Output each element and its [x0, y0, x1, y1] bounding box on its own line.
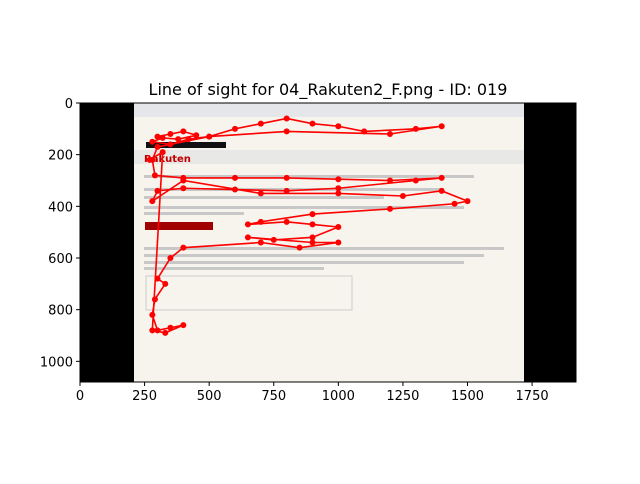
fixation: [335, 224, 342, 230]
fixation: [180, 244, 187, 251]
fixation: [283, 218, 290, 225]
y-tick-label: 1000: [40, 355, 73, 370]
x-tick-label: 750: [261, 389, 286, 404]
x-tick-label: 1250: [386, 389, 419, 404]
fixation: [167, 324, 174, 331]
fixation: [412, 125, 419, 132]
fixation: [257, 120, 264, 127]
y-tick-label: 800: [48, 304, 73, 319]
fixation: [175, 136, 182, 143]
fixation: [244, 234, 251, 241]
fixation: [257, 239, 264, 246]
info-box: [145, 275, 353, 311]
fixation: [412, 177, 419, 184]
fixation: [387, 177, 393, 184]
fixation: [154, 133, 161, 140]
fixation: [232, 186, 238, 193]
fixation: [159, 149, 166, 156]
fixation: [283, 115, 290, 122]
fixation: [335, 176, 342, 183]
fixation: [232, 125, 238, 132]
fixation: [335, 123, 342, 130]
fixation: [464, 198, 471, 205]
fixation: [335, 239, 342, 246]
fixation: [309, 234, 316, 241]
y-tick-label: 600: [48, 252, 73, 267]
x-tick-label: 1500: [451, 389, 484, 404]
fixation: [149, 198, 156, 205]
fixation: [309, 239, 316, 246]
fixation: [283, 187, 290, 194]
fixation: [151, 172, 158, 179]
y-tick-label: 400: [48, 200, 73, 215]
fixation: [162, 280, 169, 287]
fixation: [149, 138, 156, 145]
fixation: [167, 255, 174, 261]
fixation: [167, 141, 174, 148]
x-tick-label: 1750: [516, 389, 549, 404]
fixation: [232, 174, 238, 181]
fixation: [149, 311, 156, 318]
fixation: [361, 128, 368, 135]
fixation: [438, 174, 445, 181]
fixation: [257, 218, 264, 225]
fixation: [335, 185, 342, 192]
fixation: [146, 156, 153, 163]
fixation: [335, 190, 342, 197]
fixation: [154, 187, 161, 194]
fixation: [180, 322, 187, 329]
fixation: [162, 329, 169, 336]
y-tick-label: 200: [48, 149, 73, 164]
fixation: [387, 205, 393, 212]
fixation: [451, 200, 458, 207]
fixation: [257, 190, 264, 197]
fixation: [387, 131, 393, 137]
text-lines: [144, 175, 504, 270]
header-band: [134, 150, 524, 164]
fixation: [151, 296, 158, 303]
fixation: [185, 136, 192, 143]
fixation: [296, 244, 303, 251]
chart-title: Line of sight for 04_Rakuten2_F.png - ID…: [149, 80, 508, 100]
fixation: [149, 327, 156, 334]
fixation: [180, 177, 187, 184]
fixation: [154, 327, 161, 334]
fixation: [270, 236, 277, 243]
fixation: [309, 120, 316, 127]
fixation: [180, 185, 187, 192]
x-tick-label: 0: [76, 389, 84, 404]
fixation: [180, 128, 187, 135]
fixation: [154, 143, 161, 150]
fixation: [438, 187, 445, 194]
scanpath: [146, 115, 471, 336]
x-tick-label: 1000: [322, 389, 355, 404]
fixation: [159, 134, 166, 141]
fixation: [283, 174, 290, 181]
x-tick-label: 500: [197, 389, 222, 404]
y-tick-label: 0: [65, 97, 73, 112]
fixation: [283, 128, 290, 135]
logo: Rakuten: [144, 154, 191, 165]
fixation: [154, 275, 161, 282]
axis-ticks: 0 250 500 750 1000 1250 1500 1750 0 200 400 600 800 1…: [40, 97, 549, 404]
fixation: [309, 211, 316, 218]
fixation: [167, 131, 174, 137]
fixation: [193, 132, 200, 139]
fixation: [206, 133, 213, 140]
fixation: [399, 193, 406, 199]
action-button: [145, 222, 213, 230]
fixation: [309, 221, 316, 228]
fixation: [438, 123, 445, 130]
fixation: [244, 221, 251, 228]
axes-frame: [79, 102, 577, 383]
toolbar: [134, 103, 524, 117]
x-tick-label: 250: [132, 389, 157, 404]
sender-bar: [146, 142, 226, 148]
